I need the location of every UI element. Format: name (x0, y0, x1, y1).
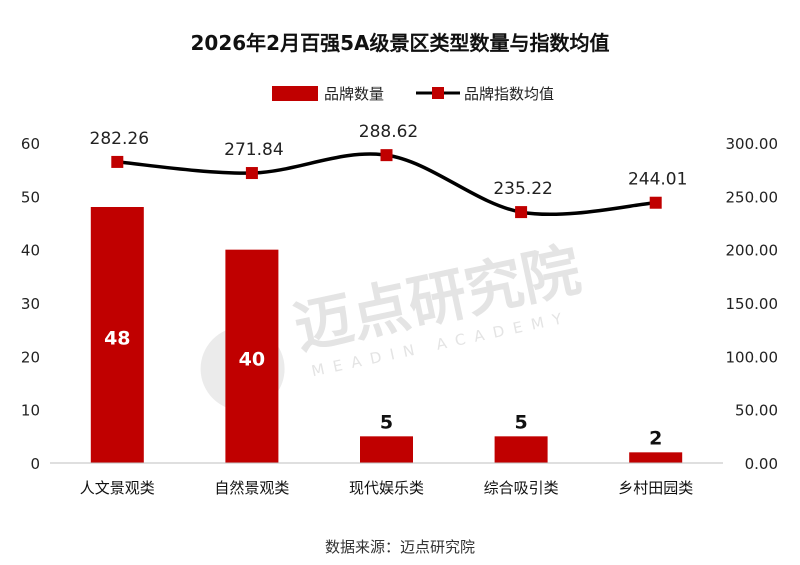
y-left-tick-label: 50 (21, 188, 40, 206)
line-data-label: 271.84 (224, 140, 283, 160)
bar (225, 249, 279, 463)
y-left-tick-label: 40 (21, 242, 40, 260)
y-right-tick-label: 250.00 (726, 188, 779, 206)
category-label: 人文景观类 (80, 479, 155, 497)
line-data-label: 288.62 (359, 122, 418, 142)
legend: 品牌数量 品牌指数均值 (272, 85, 554, 103)
category-labels: 人文景观类 自然景观类 现代娱乐类 综合吸引类 乡村田园类 (80, 479, 693, 497)
bar-data-label: 40 (239, 348, 265, 370)
y-left-tick-label: 10 (21, 402, 40, 420)
y-axis-left: 0 10 20 30 40 50 60 (21, 135, 40, 473)
bar (494, 436, 548, 463)
y-right-tick-label: 0.00 (745, 455, 778, 473)
y-right-tick-label: 150.00 (726, 295, 779, 313)
bar-data-label: 2 (649, 427, 662, 449)
y-right-tick-label: 200.00 (726, 242, 779, 260)
category-label: 现代娱乐类 (349, 479, 424, 497)
line-points: 282.26 271.84 288.62 235.22 244.01 (90, 122, 687, 219)
legend-line-marker (432, 87, 444, 99)
category-label: 乡村田园类 (618, 479, 693, 497)
bar (90, 207, 144, 463)
line-data-label: 244.01 (628, 170, 687, 190)
y-right-tick-label: 300.00 (726, 135, 779, 153)
y-left-tick-label: 20 (21, 348, 40, 366)
bar-data-label: 48 (104, 328, 130, 350)
y-right-tick-label: 100.00 (726, 348, 779, 366)
chart-title: 2026年2月百强5A级景区类型数量与指数均值 (191, 31, 610, 55)
line-point (380, 149, 393, 162)
y-left-tick-label: 60 (21, 135, 40, 153)
bar (629, 452, 683, 463)
bar (360, 436, 413, 463)
y-axis-right: 0.00 50.00 100.00 150.00 200.00 250.00 300.00 (726, 135, 779, 473)
line-point (515, 206, 528, 219)
bar-data-label: 5 (514, 411, 527, 433)
y-left-tick-label: 0 (30, 455, 40, 473)
category-label: 综合吸引类 (484, 479, 559, 497)
line-series (117, 152, 656, 217)
y-right-tick-label: 50.00 (735, 402, 778, 420)
legend-line-label: 品牌指数均值 (464, 85, 554, 103)
bar-data-label: 5 (380, 411, 393, 433)
source-note: 数据来源：迈点研究院 (325, 538, 475, 556)
line-point (649, 196, 662, 209)
y-left-tick-label: 30 (21, 295, 40, 313)
legend-bar-swatch (272, 86, 318, 101)
line-data-label: 282.26 (90, 129, 149, 149)
bar-series: 48 40 5 5 2 (90, 207, 683, 463)
category-label: 自然景观类 (214, 479, 289, 497)
line-data-label: 235.22 (493, 179, 552, 199)
legend-bar-label: 品牌数量 (324, 85, 384, 103)
line-point (245, 167, 258, 180)
line-point (111, 155, 124, 168)
